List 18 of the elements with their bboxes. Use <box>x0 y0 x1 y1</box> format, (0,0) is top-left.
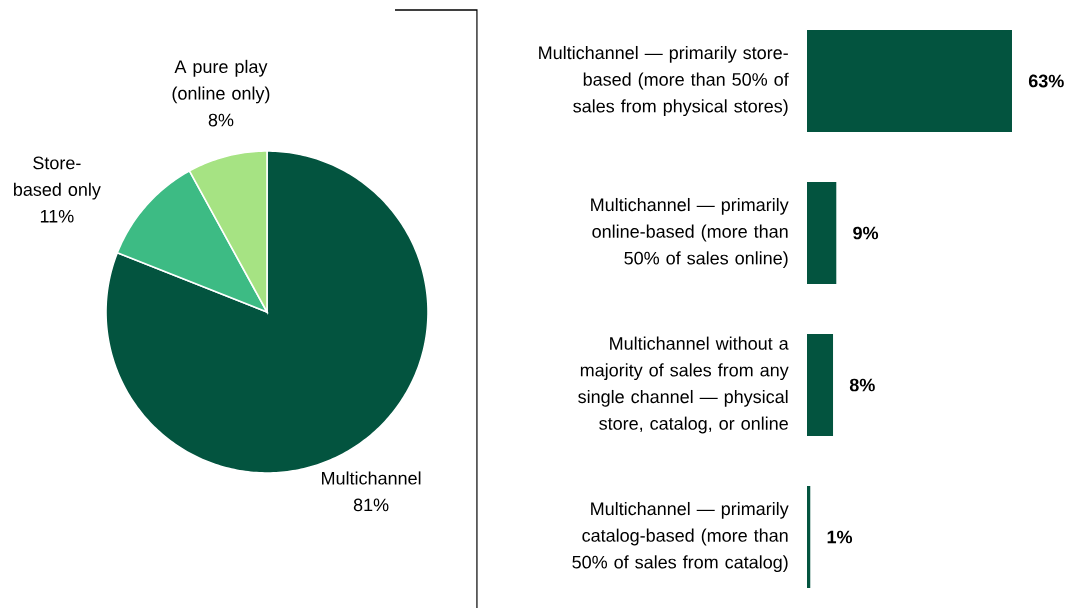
data-label: 8% <box>208 113 234 127</box>
data-label: 8% <box>849 378 875 392</box>
data-label: 11% <box>40 209 74 223</box>
data-label: 9% <box>853 226 879 240</box>
data-label: 63% <box>1028 74 1064 88</box>
data-label: 81% <box>353 498 389 512</box>
bar <box>807 182 837 285</box>
y-tick-label: Multichannel — primarily store-based (more than 50% of sales from physical stores) <box>539 45 789 117</box>
slice-label: Multichannel <box>322 471 421 485</box>
bar <box>807 334 834 437</box>
y-tick-label: Multichannel without a majority of sales from any single channel — physical store, catalog, or online <box>578 336 789 434</box>
y-tick-label: Multichannel — primarily online-based (more than 50% of sales online) <box>591 197 789 269</box>
slice-label: A pure play (online only) <box>172 59 270 104</box>
bar <box>807 486 811 589</box>
y-tick-label: Multichannel — primarily catalog-based (more than 50% of sales from catalog) <box>572 501 789 573</box>
bar <box>807 30 1012 133</box>
slice-label: Store-based only <box>13 156 101 200</box>
data-label: 1% <box>827 530 853 544</box>
